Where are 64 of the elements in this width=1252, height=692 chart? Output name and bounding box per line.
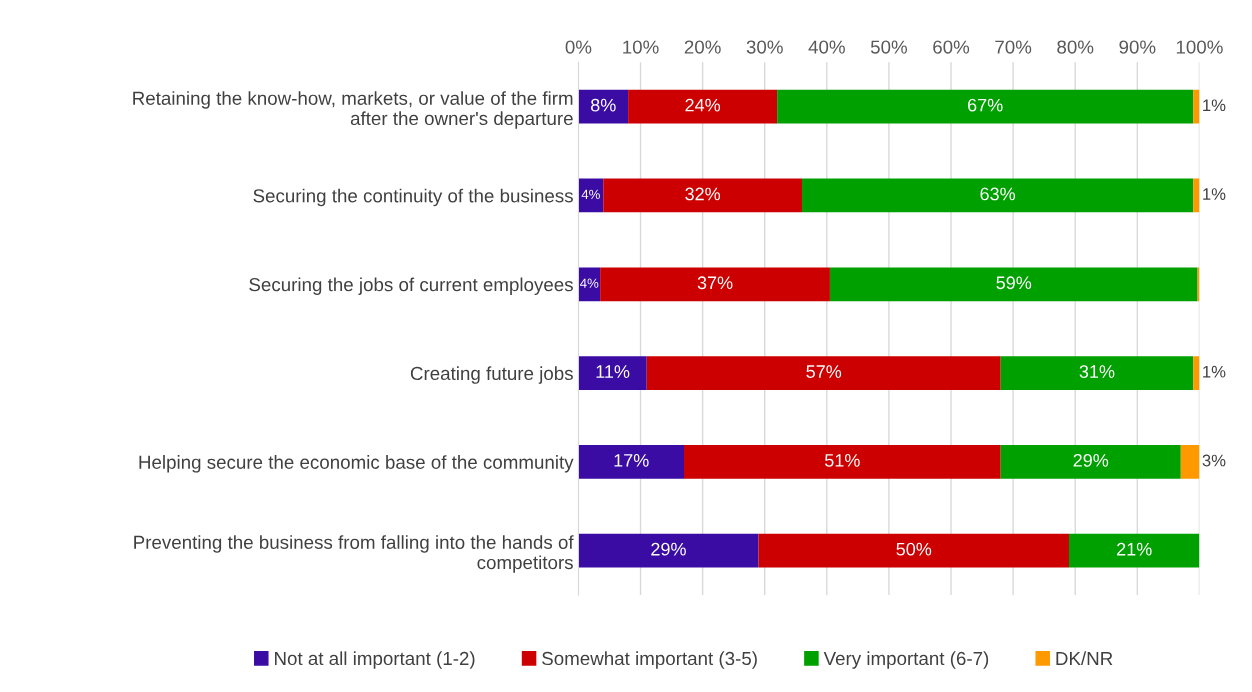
x-tick-label: 10% — [623, 40, 659, 54]
data-label: 37% — [697, 276, 733, 290]
bar — [1000, 356, 1194, 390]
legend-label: Somewhat important (3-5) — [542, 651, 757, 669]
bar — [1193, 178, 1200, 213]
data-label: 1% — [1203, 188, 1226, 200]
data-label: 1% — [1203, 365, 1226, 378]
x-tick-label: 40% — [808, 40, 845, 54]
x-tick-label: 100% — [1176, 40, 1223, 54]
y-tick-label: Securing the continuity of the business — [253, 188, 573, 207]
data-label: 21% — [1117, 542, 1152, 556]
bar — [578, 89, 629, 124]
bar — [758, 533, 1070, 568]
data-label: 4% — [580, 278, 599, 288]
bar — [801, 178, 1194, 213]
bar — [578, 445, 684, 479]
legend-label: Not at all important (1-2) — [275, 651, 475, 669]
x-tick-label: 90% — [1119, 40, 1156, 54]
data-label: 4% — [581, 189, 600, 199]
bar — [600, 267, 830, 302]
x-tick-label: 30% — [746, 40, 783, 54]
bar — [1000, 445, 1181, 479]
data-label: 63% — [980, 187, 1016, 201]
data-label: 29% — [651, 542, 686, 556]
bar — [628, 89, 778, 124]
bar — [777, 89, 1194, 124]
x-tick-label: 70% — [995, 40, 1032, 54]
bar — [646, 356, 1001, 390]
x-tick-label: 0% — [565, 40, 592, 54]
x-tick-label: 60% — [933, 40, 970, 54]
bar — [1069, 533, 1200, 568]
bar — [578, 356, 647, 390]
data-label: 1% — [1203, 99, 1226, 112]
y-tick-label: Helping secure the economic base of the community — [139, 455, 574, 473]
bar — [578, 533, 759, 568]
bar — [829, 267, 1198, 302]
data-label: 24% — [685, 98, 721, 112]
x-tick-label: 50% — [870, 40, 908, 54]
data-label: 59% — [996, 276, 1032, 290]
legend-label: Very important (6-7) — [823, 651, 989, 669]
bar — [603, 178, 802, 213]
data-label: 32% — [685, 187, 721, 201]
x-tick-label: 80% — [1057, 40, 1094, 54]
x-tick-label: 20% — [684, 40, 721, 54]
data-label: 11% — [596, 365, 630, 378]
bar — [1193, 89, 1200, 124]
bar — [1193, 356, 1200, 390]
y-tick-label: Securing the jobs of current employees — [249, 277, 573, 295]
legend-label: DK/NR — [1056, 651, 1113, 666]
data-label: 57% — [806, 365, 842, 378]
bar — [578, 267, 601, 302]
data-label: 31% — [1079, 365, 1115, 378]
data-label: 3% — [1202, 454, 1226, 467]
y-tick-label: Retaining the know-how, markets, or value of the firm after the owner's departure — [133, 91, 573, 129]
data-label: 17% — [614, 454, 649, 467]
y-tick-label: Creating future jobs — [410, 366, 573, 384]
bar — [1180, 445, 1200, 479]
bar — [683, 445, 1001, 479]
y-tick-label: Preventing the business from falling into the hands of competitors — [134, 535, 574, 573]
data-label: 67% — [968, 98, 1003, 112]
data-label: 50% — [896, 542, 932, 556]
data-label: 29% — [1073, 453, 1109, 467]
data-label: 8% — [591, 98, 616, 112]
data-label: 51% — [825, 454, 860, 467]
